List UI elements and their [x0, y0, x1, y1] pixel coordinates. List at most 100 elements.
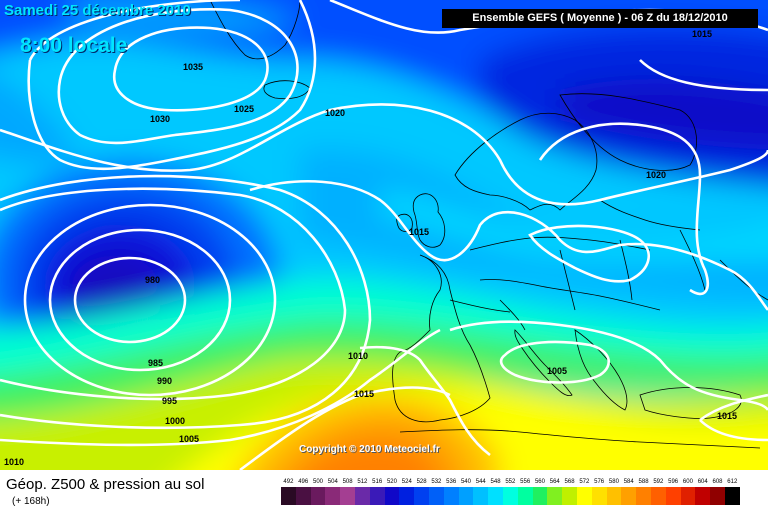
scale-label: 560 [534, 479, 545, 485]
scale-label: 548 [490, 479, 501, 485]
scale-label: 608 [712, 479, 723, 485]
scale-swatch [710, 487, 725, 505]
scale-label: 508 [342, 479, 353, 485]
scale-swatch [724, 487, 740, 505]
isobar-label: 990 [157, 376, 173, 386]
isobar-label: 1015 [409, 227, 430, 237]
isobar-label: 1020 [646, 170, 667, 180]
scale-cell: 496 [295, 478, 311, 505]
scale-cell: 508 [340, 478, 355, 505]
scale-label: 604 [697, 479, 708, 485]
scale-label: 588 [638, 479, 649, 485]
scale-cell: 504 [325, 478, 341, 505]
scale-cell: 584 [621, 478, 637, 505]
scale-swatch [532, 487, 548, 505]
isobar-label: 1000 [165, 416, 186, 426]
scale-label: 580 [608, 479, 619, 485]
weather-map [0, 0, 768, 470]
isobar-label: 1015 [354, 389, 375, 399]
scale-cell: 560 [532, 478, 548, 505]
scale-label: 576 [594, 479, 605, 485]
scale-swatch [576, 487, 592, 505]
scale-swatch [310, 487, 326, 505]
scale-cell: 524 [399, 478, 415, 505]
scale-swatch [606, 487, 622, 505]
scale-swatch [665, 487, 681, 505]
scale-label: 596 [668, 479, 679, 485]
scale-label: 512 [357, 479, 368, 485]
scale-swatch [695, 487, 711, 505]
scale-swatch [636, 487, 651, 505]
scale-swatch [414, 487, 429, 505]
isobar-label: 1035 [183, 62, 204, 72]
scale-swatch [354, 487, 370, 505]
scale-cell: 604 [695, 478, 711, 505]
scale-cell: 532 [428, 478, 444, 505]
scale-swatch [384, 487, 400, 505]
isobar-label: 1025 [234, 104, 255, 114]
scale-cell: 576 [591, 478, 607, 505]
scale-label: 568 [564, 479, 575, 485]
scale-cell: 512 [354, 478, 370, 505]
scale-swatch [325, 487, 341, 505]
color-scale-legend: 492 496 500 504 508 512 516 520 524 528 532 536 540 5… [281, 478, 740, 505]
scale-swatch [281, 487, 296, 505]
scale-cell: 588 [636, 478, 651, 505]
scale-label: 528 [416, 479, 427, 485]
scale-swatch [443, 487, 459, 505]
scale-label: 572 [579, 479, 590, 485]
scale-swatch [295, 487, 311, 505]
scale-swatch [399, 487, 415, 505]
scale-swatch [591, 487, 607, 505]
scale-label: 524 [401, 479, 412, 485]
scale-label: 556 [520, 479, 531, 485]
scale-cell: 540 [458, 478, 474, 505]
scale-label: 592 [653, 479, 664, 485]
scale-swatch [547, 487, 563, 505]
scale-swatch [340, 487, 355, 505]
isobar-label: 1015 [692, 29, 713, 39]
scale-label: 492 [283, 479, 294, 485]
scale-swatch [502, 487, 518, 505]
scale-swatch [488, 487, 503, 505]
scale-swatch [458, 487, 474, 505]
scale-cell: 536 [443, 478, 459, 505]
scale-cell: 600 [680, 478, 696, 505]
scale-label: 540 [460, 479, 471, 485]
map-title: Géop. Z500 & pression au sol [6, 476, 205, 493]
scale-cell: 572 [576, 478, 592, 505]
scale-cell: 516 [369, 478, 385, 505]
isobar-label: 980 [145, 275, 161, 285]
scale-swatch [473, 487, 489, 505]
scale-cell: 580 [606, 478, 622, 505]
isobar-label: 1005 [179, 434, 200, 444]
copyright-notice: Copyright © 2010 Meteociel.fr [299, 444, 440, 455]
scale-label: 536 [446, 479, 457, 485]
scale-label: 600 [682, 479, 693, 485]
scale-swatch [428, 487, 444, 505]
scale-label: 496 [298, 479, 309, 485]
scale-cell: 608 [710, 478, 725, 505]
scale-swatch [680, 487, 696, 505]
scale-label: 612 [727, 479, 738, 485]
forecast-time: 8:00 locale [20, 34, 128, 57]
scale-label: 520 [386, 479, 397, 485]
scale-swatch [562, 487, 577, 505]
scale-label: 516 [372, 479, 383, 485]
isobar-label: 1005 [547, 366, 568, 376]
scale-swatch [369, 487, 385, 505]
scale-cell: 552 [502, 478, 518, 505]
scale-swatch [621, 487, 637, 505]
isobar-label: 1015 [717, 411, 738, 421]
scale-cell: 596 [665, 478, 681, 505]
isobar-label: 985 [148, 358, 164, 368]
scale-cell: 520 [384, 478, 400, 505]
scale-label: 564 [549, 479, 560, 485]
isobar-label: 995 [162, 396, 178, 406]
scale-cell: 592 [650, 478, 666, 505]
scale-swatch [650, 487, 666, 505]
isobar-label: 1030 [150, 114, 171, 124]
scale-cell: 548 [488, 478, 503, 505]
isobar-label: 1020 [325, 108, 346, 118]
scale-cell: 568 [562, 478, 577, 505]
